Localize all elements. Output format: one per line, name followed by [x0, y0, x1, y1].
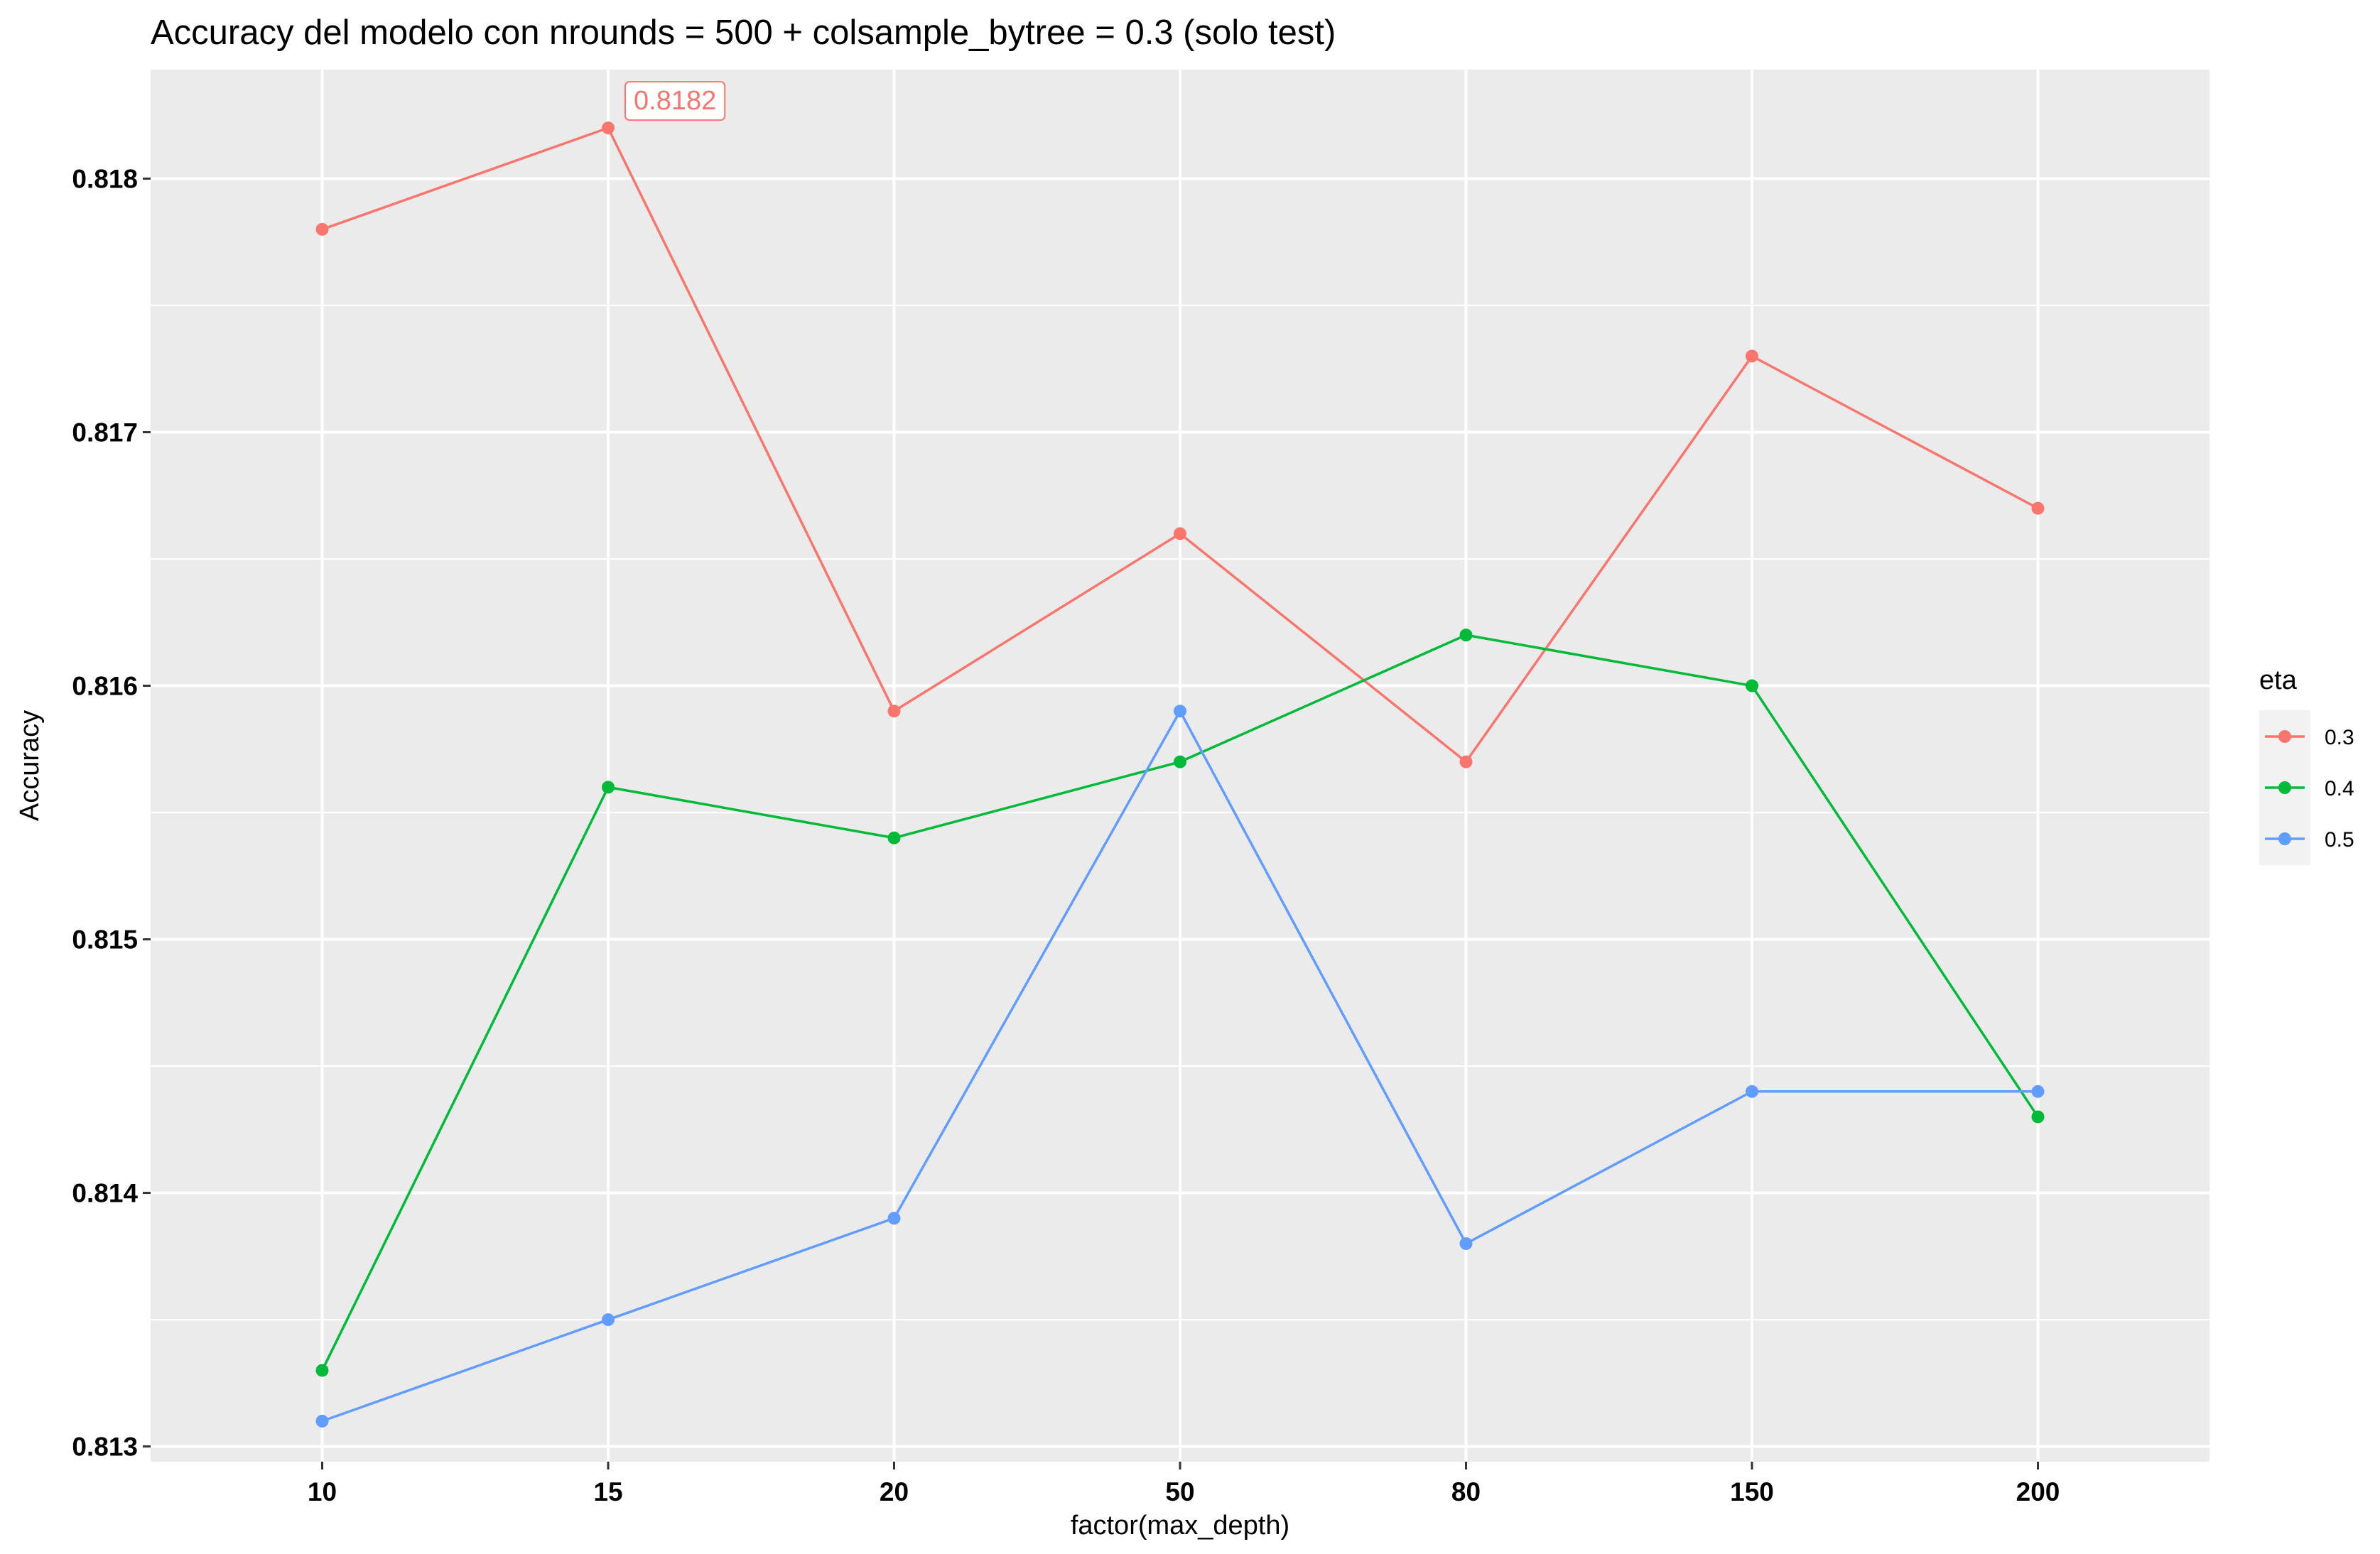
data-point: [887, 705, 901, 718]
data-point: [1746, 1085, 1758, 1098]
data-point: [1459, 755, 1473, 768]
legend-key-point: [2278, 781, 2291, 794]
data-point: [1746, 679, 1758, 692]
x-tick-label: 150: [1730, 1477, 1774, 1506]
data-point: [315, 1364, 329, 1377]
x-tick-label: 15: [593, 1477, 622, 1506]
x-tick-label: 80: [1451, 1477, 1481, 1506]
x-tick-label: 200: [2016, 1477, 2060, 1506]
x-axis: 10 15 20 50 80 150 200: [308, 1462, 2060, 1506]
data-point: [602, 121, 615, 135]
data-point: [1174, 705, 1186, 718]
y-tick-label: 0.814: [72, 1179, 138, 1208]
x-axis-title: factor(max_depth): [1071, 1511, 1289, 1541]
series-eta-0.4: [315, 629, 2045, 1377]
legend-entry: 0.5: [2265, 828, 2354, 852]
legend-key-point: [2278, 730, 2291, 743]
data-point: [1174, 527, 1186, 540]
series-eta-0.5: [315, 705, 2045, 1428]
data-point: [1746, 349, 1758, 363]
data-point: [887, 831, 901, 844]
legend-label: 0.4: [2325, 777, 2354, 800]
data-point: [602, 781, 615, 794]
data-point: [2031, 1110, 2045, 1124]
y-tick-label: 0.815: [72, 925, 138, 955]
series-eta-0.3: [315, 121, 2045, 768]
annotation-layer: 0.8182: [624, 81, 726, 121]
data-point: [315, 222, 329, 236]
data-point: [1174, 755, 1186, 768]
legend: eta 0.3 0.4 0.5: [2259, 665, 2354, 865]
legend-entry: 0.3: [2265, 726, 2354, 749]
data-point: [1459, 629, 1473, 642]
y-tick-label: 0.818: [72, 165, 138, 194]
legend-key-point: [2278, 832, 2291, 845]
x-tick-label: 20: [880, 1477, 909, 1506]
data-point: [2031, 1085, 2045, 1098]
x-tick-label: 10: [308, 1477, 337, 1506]
data-point: [1459, 1237, 1473, 1250]
legend-title: eta: [2259, 665, 2298, 695]
legend-label: 0.5: [2325, 828, 2354, 852]
y-axis-title: Accuracy: [15, 710, 45, 821]
series-layer: [315, 121, 2045, 1428]
y-axis: 0.813 0.814 0.815 0.816 0.817 0.818: [72, 165, 151, 1462]
legend-entry: 0.4: [2265, 777, 2354, 800]
x-tick-label: 50: [1165, 1477, 1194, 1506]
legend-label: 0.3: [2325, 726, 2354, 749]
data-point: [887, 1212, 901, 1225]
chart-title: Accuracy del modelo con nrounds = 500 + …: [151, 13, 1336, 52]
data-point: [2031, 501, 2045, 515]
data-point: [602, 1313, 615, 1327]
annotation-box: [624, 81, 726, 121]
annotation-label: 0.8182: [634, 86, 716, 116]
data-point: [315, 1414, 329, 1428]
y-tick-label: 0.817: [72, 418, 138, 447]
y-tick-label: 0.816: [72, 672, 138, 701]
y-tick-label: 0.813: [72, 1433, 138, 1462]
